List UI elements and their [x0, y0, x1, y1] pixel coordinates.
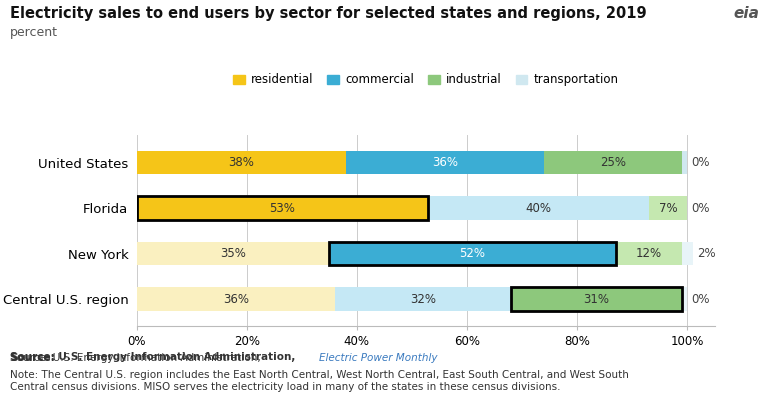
Text: 40%: 40%	[526, 202, 551, 215]
Text: Note: The Central U.S. region includes the East North Central, West North Centra: Note: The Central U.S. region includes t…	[10, 370, 629, 392]
Bar	[544, 151, 682, 174]
Text: Source: U.S. Energy Information Administration,: Source: U.S. Energy Information Administ…	[10, 353, 264, 363]
Bar	[137, 287, 335, 311]
Text: 38%: 38%	[228, 156, 254, 169]
Text: 25%: 25%	[600, 156, 626, 169]
Bar	[511, 287, 682, 311]
Bar	[330, 242, 615, 265]
Bar	[330, 242, 615, 265]
Bar	[615, 242, 682, 265]
Text: 12%: 12%	[636, 247, 662, 260]
Bar	[682, 151, 687, 174]
Bar	[682, 242, 693, 265]
Text: 0%: 0%	[691, 202, 710, 215]
Text: eia: eia	[733, 6, 759, 21]
Bar	[648, 196, 687, 220]
Text: 35%: 35%	[220, 247, 246, 260]
Text: 2%: 2%	[697, 247, 715, 260]
Bar	[429, 196, 648, 220]
Text: 0%: 0%	[691, 156, 710, 169]
Text: 31%: 31%	[583, 293, 609, 306]
Text: 52%: 52%	[459, 247, 486, 260]
Text: percent: percent	[10, 26, 58, 39]
Text: Source:: Source:	[10, 353, 55, 363]
Bar	[346, 151, 544, 174]
Text: 53%: 53%	[269, 202, 295, 215]
Bar	[137, 242, 330, 265]
Text: 36%: 36%	[432, 156, 458, 169]
Bar	[682, 287, 687, 311]
Text: 32%: 32%	[410, 293, 436, 306]
Bar	[137, 196, 429, 220]
Text: Electric Power Monthly: Electric Power Monthly	[319, 353, 437, 363]
Bar	[335, 287, 511, 311]
Text: Source: U.S. Energy Information Administration,: Source: U.S. Energy Information Administ…	[10, 352, 299, 362]
Text: Electricity sales to end users by sector for selected states and regions, 2019: Electricity sales to end users by sector…	[10, 6, 647, 21]
Text: 0%: 0%	[691, 293, 710, 306]
Text: 36%: 36%	[223, 293, 249, 306]
Legend: residential, commercial, industrial, transportation: residential, commercial, industrial, tra…	[228, 68, 623, 91]
Text: Source: U.S. Energy Information Administration, Electric Power Monthly: Source: U.S. Energy Information Administ…	[10, 352, 383, 362]
Bar	[137, 151, 346, 174]
Text: 7%: 7%	[658, 202, 677, 215]
Bar	[137, 196, 429, 220]
Bar	[511, 287, 682, 311]
